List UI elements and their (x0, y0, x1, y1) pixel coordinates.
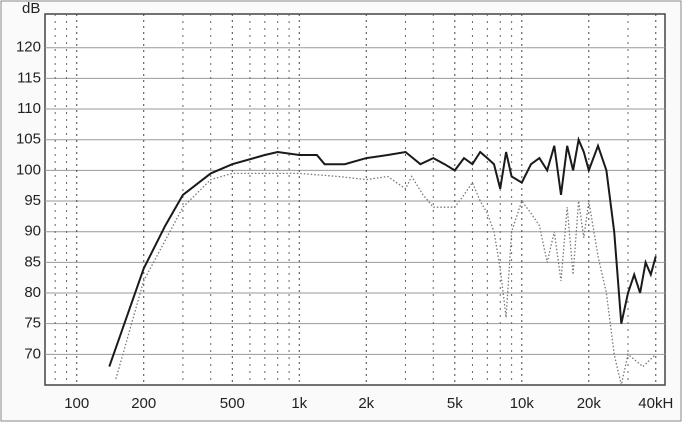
y-tick-label: 105 (16, 131, 41, 148)
x-tick-label: 5k (447, 395, 463, 412)
series-line (115, 172, 657, 386)
y-tick-label: 120 (16, 39, 41, 56)
y-axis-label: dB (22, 0, 40, 17)
plot-area (44, 13, 666, 386)
y-tick-label: 100 (16, 161, 41, 178)
x-tick-label: 2k (358, 395, 374, 412)
x-tick-label: 500 (220, 395, 245, 412)
x-tick-label: 20k (577, 395, 602, 412)
x-tick-label: 1k (291, 395, 307, 412)
y-tick-label: 110 (17, 100, 41, 117)
series-line (108, 136, 657, 367)
y-tick-label: 95 (24, 192, 41, 209)
y-tick-label: 85 (24, 253, 41, 270)
y-tick-label: 70 (24, 345, 41, 362)
y-tick-label: 75 (24, 315, 41, 332)
x-tick-label: 40kH (638, 395, 673, 412)
y-tick-label: 115 (17, 69, 41, 86)
x-tick-label: 200 (131, 395, 156, 412)
y-tick-label: 90 (24, 223, 41, 240)
x-tick-label: 10k (510, 395, 535, 412)
x-tick-label: 100 (64, 395, 89, 412)
y-tick-label: 80 (24, 284, 41, 301)
